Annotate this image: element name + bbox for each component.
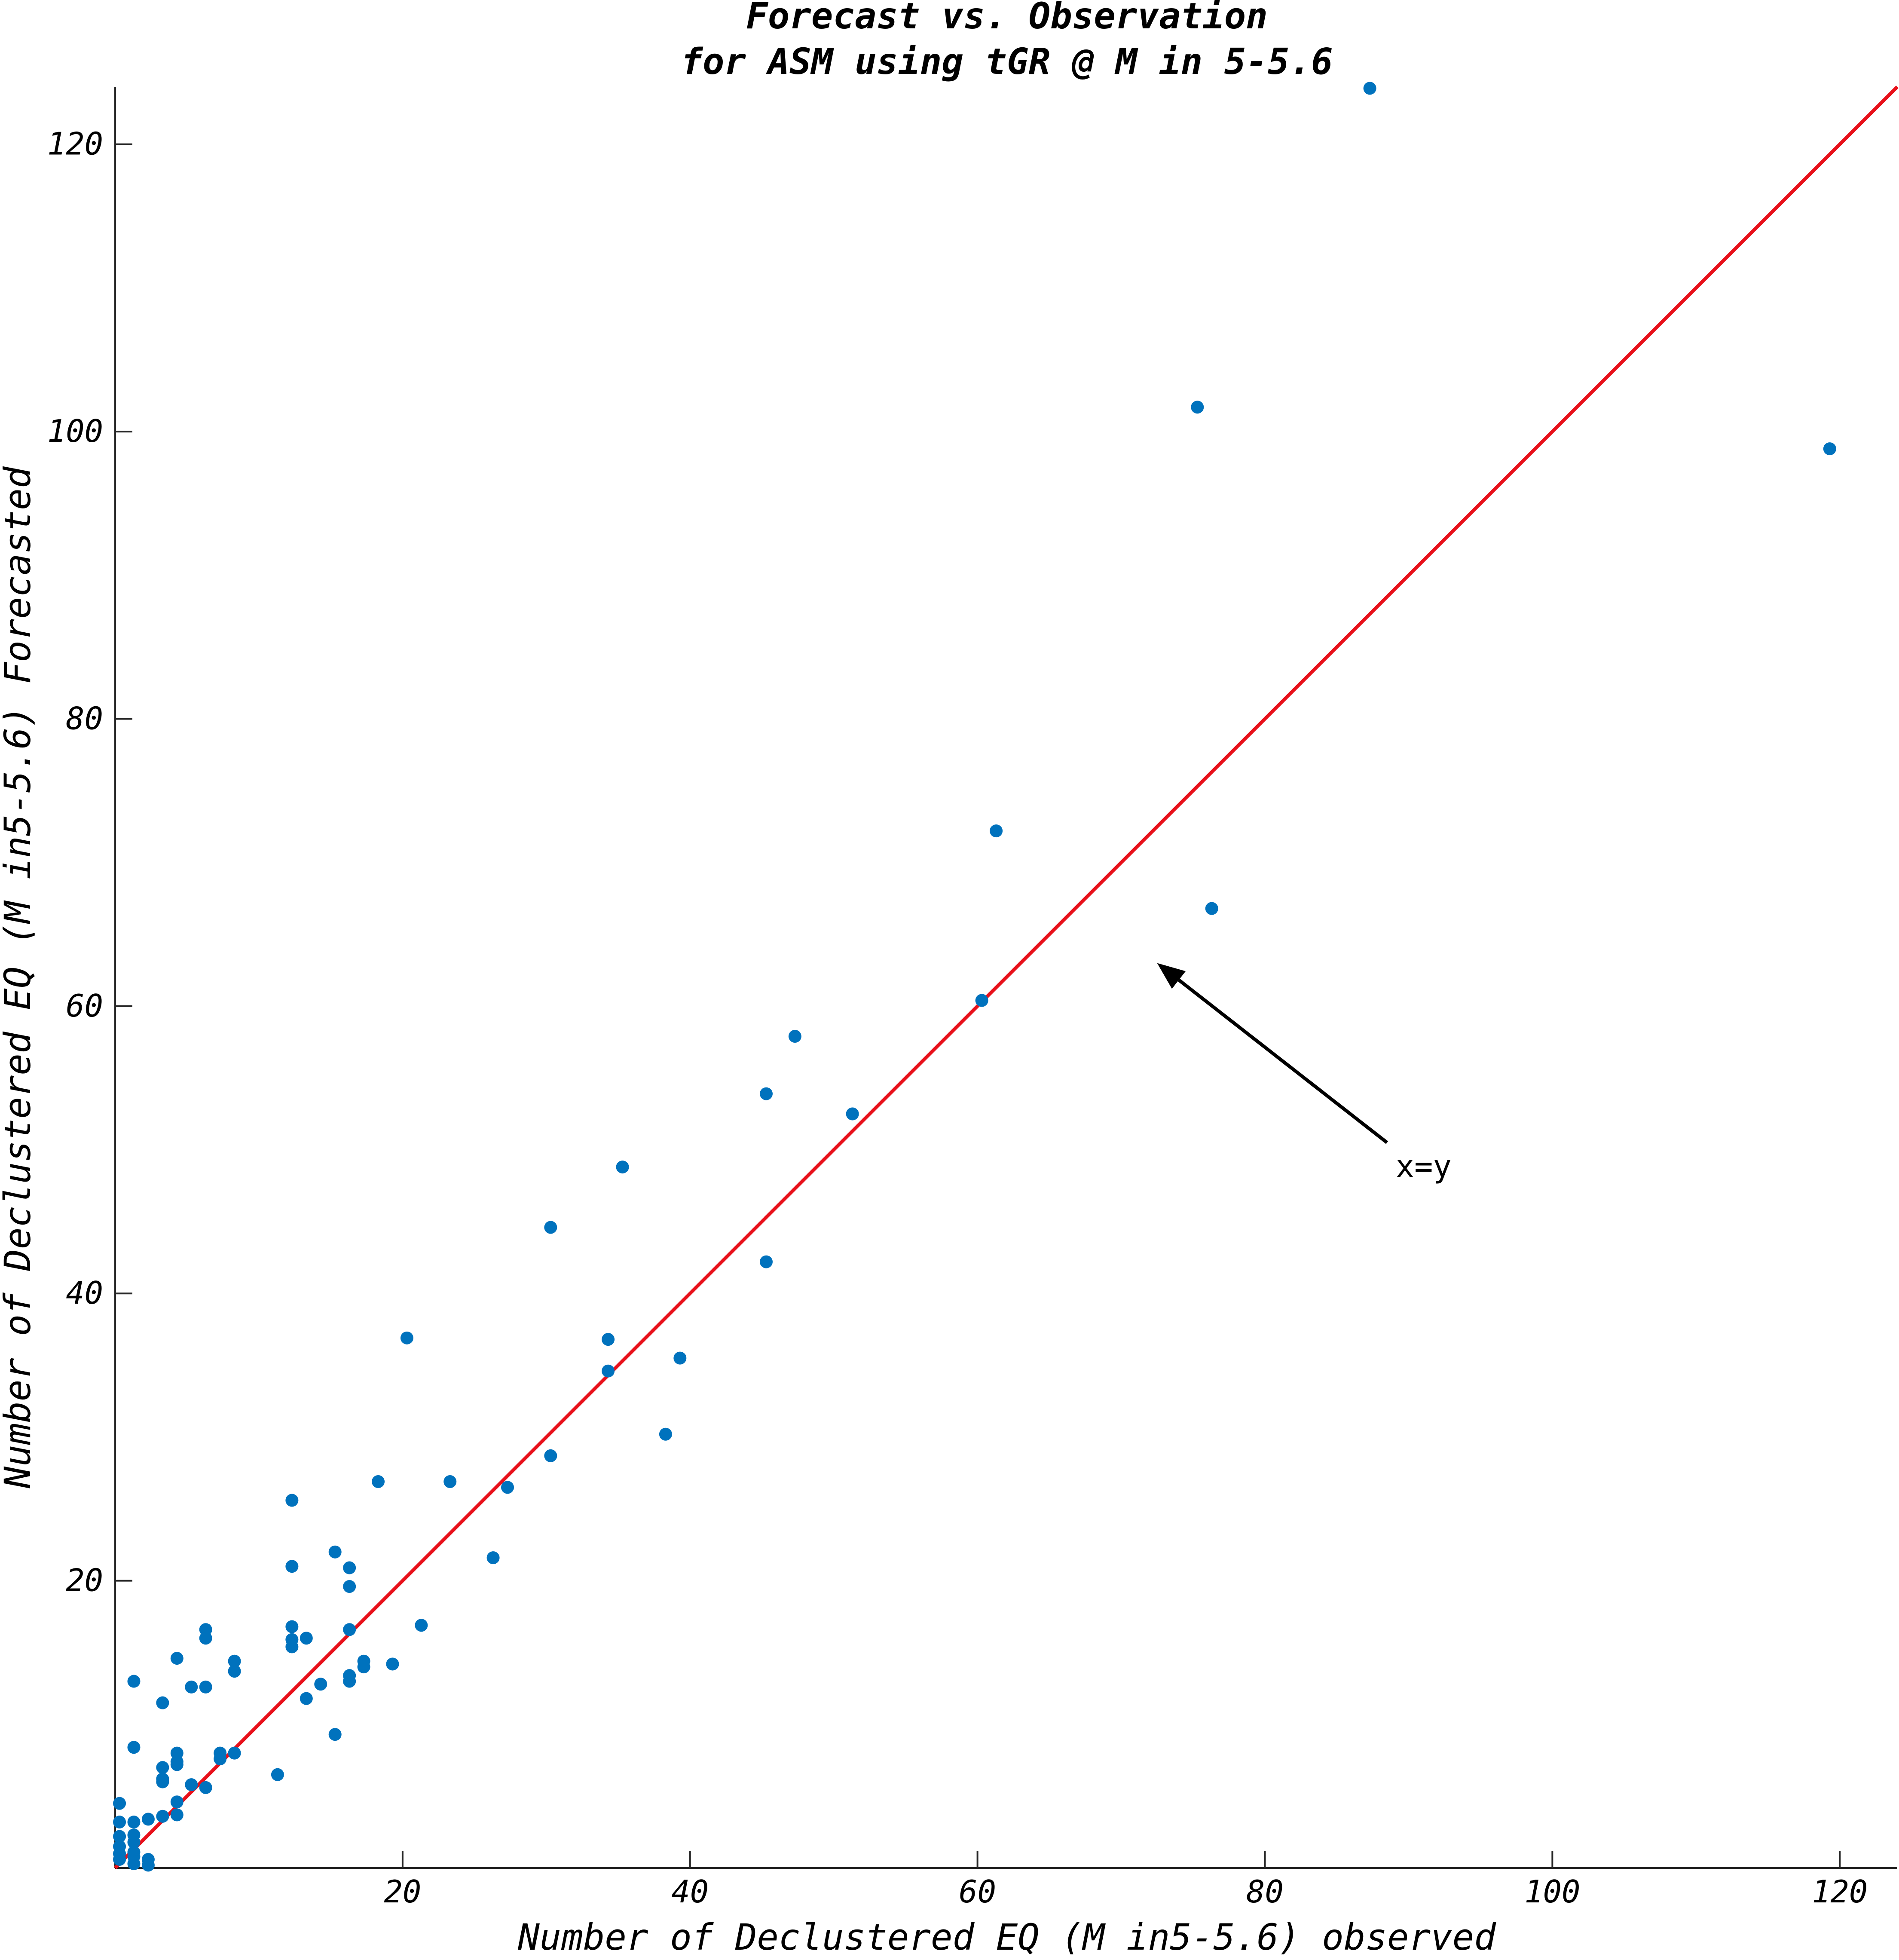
data-point <box>170 1795 183 1809</box>
data-point <box>343 1675 356 1688</box>
data-point <box>602 1333 615 1346</box>
data-point <box>170 1808 183 1822</box>
data-point <box>185 1778 198 1792</box>
data-point <box>156 1810 169 1823</box>
data-point <box>285 1640 299 1654</box>
y-axis-label: Number of Declustered EQ (M in5-5.6) For… <box>0 466 39 1488</box>
x-axis-label: Number of Declustered EQ (M in5-5.6) obs… <box>517 1916 1496 1958</box>
data-point <box>156 1775 169 1788</box>
data-point <box>127 1857 141 1870</box>
data-point <box>156 1761 169 1774</box>
data-point <box>113 1816 126 1829</box>
y-ticks: 20 40 60 80 100 120 <box>47 126 132 1599</box>
y-tick-label: 80 <box>66 700 103 736</box>
data-point <box>170 1758 183 1771</box>
data-point <box>357 1660 370 1674</box>
x-ticks: 20 40 60 80 100 120 <box>384 1851 1868 1910</box>
x-tick-label: 100 <box>1524 1874 1580 1910</box>
data-point <box>328 1545 342 1559</box>
data-point <box>228 1654 241 1668</box>
data-point <box>127 1835 141 1849</box>
data-point <box>285 1494 299 1507</box>
plot-area: 20 40 60 80 100 120 20 40 60 80 100 120 x=y <box>47 82 1899 1910</box>
data-point <box>343 1561 356 1574</box>
data-point <box>228 1665 241 1678</box>
data-point <box>328 1728 342 1741</box>
data-point <box>141 1859 155 1872</box>
data-point <box>343 1623 356 1636</box>
data-point <box>156 1696 169 1709</box>
y-tick-label: 100 <box>47 413 103 449</box>
data-point <box>1363 82 1376 95</box>
data-point <box>228 1746 241 1760</box>
data-point <box>127 1741 141 1754</box>
data-point <box>199 1680 212 1694</box>
annotation-label: x=y <box>1396 1148 1452 1184</box>
data-point <box>846 1107 859 1121</box>
data-point <box>443 1475 457 1488</box>
data-point <box>486 1551 500 1565</box>
chart-title-line-2: for ASM using tGR @ M in 5-5.6 <box>681 40 1333 83</box>
data-point <box>501 1481 514 1494</box>
data-point <box>170 1652 183 1665</box>
data-point <box>759 1087 773 1100</box>
data-point <box>602 1364 615 1378</box>
data-point <box>1191 401 1204 414</box>
y-tick-label: 40 <box>66 1275 103 1311</box>
chart-title-line-1: Forecast vs. Observation <box>746 0 1268 37</box>
data-point <box>673 1351 687 1365</box>
data-point <box>113 1853 126 1866</box>
data-point <box>415 1619 428 1632</box>
identity-line <box>114 86 1899 1869</box>
data-point <box>990 824 1003 838</box>
data-point <box>199 1632 212 1645</box>
data-point <box>759 1255 773 1268</box>
data-point <box>1205 902 1218 915</box>
data-point <box>285 1620 299 1633</box>
data-point <box>314 1678 327 1691</box>
data-point <box>400 1331 413 1344</box>
x-tick-label: 60 <box>959 1874 996 1910</box>
y-tick-label: 120 <box>47 126 103 162</box>
y-tick-label: 20 <box>66 1562 103 1599</box>
data-point <box>214 1752 227 1766</box>
data-point <box>113 1797 126 1810</box>
annotation-arrow-head <box>1157 963 1186 989</box>
data-point <box>372 1475 385 1488</box>
data-point <box>975 994 988 1007</box>
data-points <box>113 82 1836 1872</box>
y-tick-label: 60 <box>66 988 103 1024</box>
data-point <box>185 1680 198 1694</box>
data-point <box>300 1632 313 1645</box>
data-point <box>544 1221 557 1234</box>
annotations: x=y <box>1157 963 1452 1184</box>
data-point <box>343 1580 356 1593</box>
annotation-arrow-shaft <box>1177 978 1388 1144</box>
data-point <box>127 1816 141 1829</box>
data-point <box>659 1427 672 1441</box>
data-point <box>141 1813 155 1826</box>
x-tick-label: 80 <box>1246 1874 1284 1910</box>
data-point <box>285 1560 299 1573</box>
x-tick-label: 20 <box>384 1874 422 1910</box>
data-point <box>127 1675 141 1688</box>
x-tick-label: 120 <box>1812 1874 1868 1910</box>
data-point <box>788 1030 801 1043</box>
data-point <box>300 1692 313 1705</box>
data-point <box>1823 442 1836 456</box>
data-point <box>113 1830 126 1843</box>
data-point <box>271 1768 284 1781</box>
data-point <box>544 1449 557 1462</box>
x-tick-label: 40 <box>671 1874 709 1910</box>
data-point <box>199 1781 212 1794</box>
data-point <box>386 1657 399 1671</box>
data-point <box>616 1161 629 1174</box>
